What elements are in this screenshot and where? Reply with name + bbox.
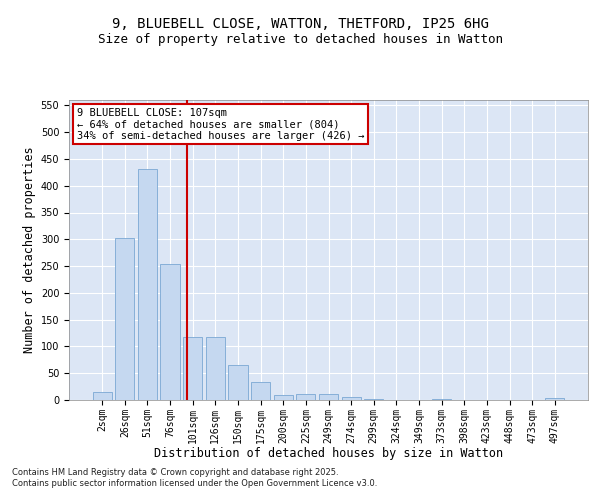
Bar bbox=[319, 394, 338, 400]
Bar bbox=[183, 337, 202, 400]
Bar bbox=[341, 398, 361, 400]
Text: 9 BLUEBELL CLOSE: 107sqm
← 64% of detached houses are smaller (804)
34% of semi-: 9 BLUEBELL CLOSE: 107sqm ← 64% of detach… bbox=[77, 108, 364, 140]
X-axis label: Distribution of detached houses by size in Watton: Distribution of detached houses by size … bbox=[154, 447, 503, 460]
Text: Contains HM Land Registry data © Crown copyright and database right 2025.
Contai: Contains HM Land Registry data © Crown c… bbox=[12, 468, 377, 487]
Bar bbox=[251, 382, 270, 400]
Bar bbox=[296, 394, 316, 400]
Bar bbox=[229, 365, 248, 400]
Bar bbox=[274, 395, 293, 400]
Bar bbox=[92, 392, 112, 400]
Bar bbox=[206, 337, 225, 400]
Y-axis label: Number of detached properties: Number of detached properties bbox=[23, 146, 37, 354]
Bar bbox=[115, 238, 134, 400]
Bar bbox=[545, 398, 565, 400]
Bar bbox=[432, 399, 451, 400]
Text: Size of property relative to detached houses in Watton: Size of property relative to detached ho… bbox=[97, 32, 503, 46]
Bar bbox=[160, 264, 180, 400]
Text: 9, BLUEBELL CLOSE, WATTON, THETFORD, IP25 6HG: 9, BLUEBELL CLOSE, WATTON, THETFORD, IP2… bbox=[112, 18, 488, 32]
Bar bbox=[138, 168, 157, 400]
